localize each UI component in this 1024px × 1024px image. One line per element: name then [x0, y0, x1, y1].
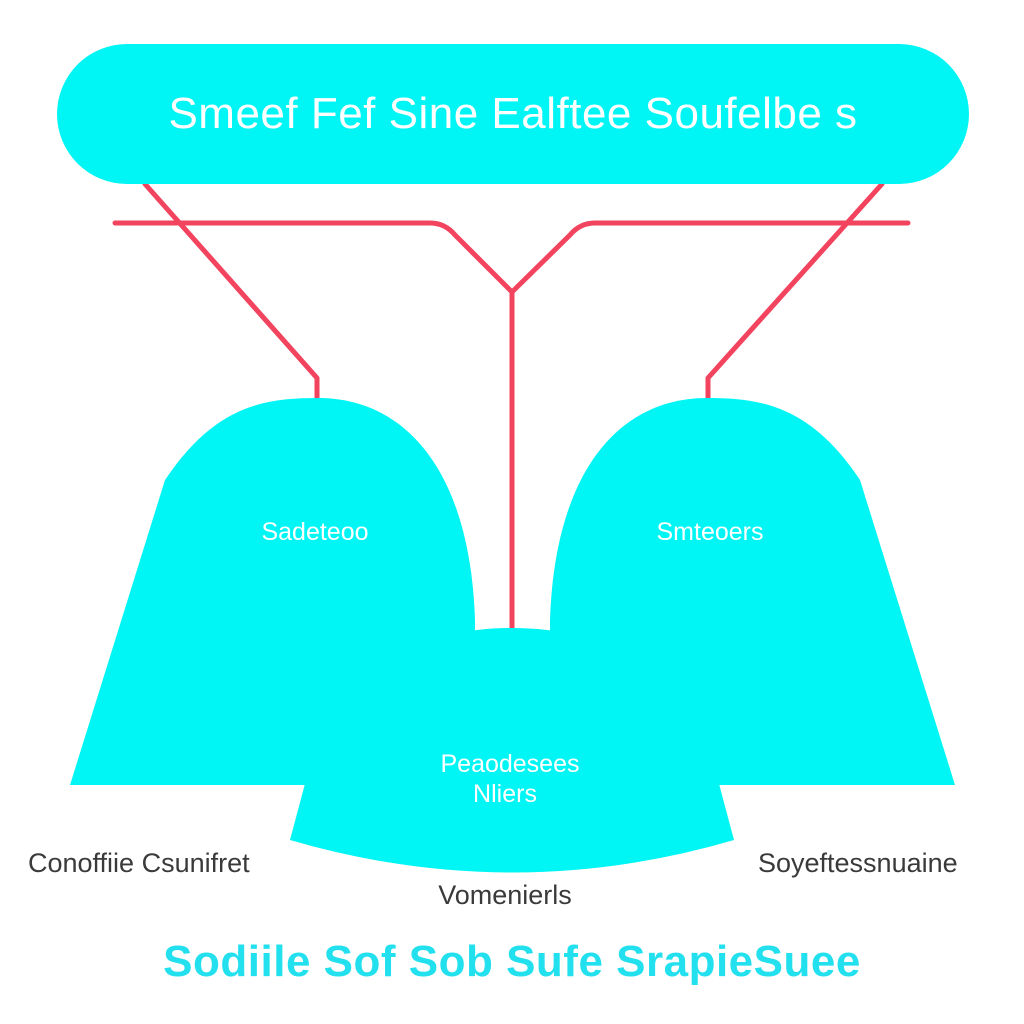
diagram-title: Smeef Fef Sine Ealftee Soufelbe s [168, 89, 858, 138]
right-diagonal-connector [705, 181, 885, 403]
right-caption: Soyeftessnuaine [758, 848, 958, 878]
left-caption: Conoffiie Csunifret [28, 848, 250, 878]
right-node-label: Smteoers [656, 518, 764, 546]
left-diagonal-connector [142, 181, 320, 403]
footer-text: Sodiile Sof Sob Sufe SrapieSuee [163, 937, 861, 986]
bottom-center-shape [290, 628, 734, 873]
bottom-node-label-line2: Nliers [473, 780, 537, 808]
left-node-label: Sadeteoo [261, 518, 369, 546]
bottom-node-label-line1: Peaodesees [440, 750, 580, 778]
title-pill-shape [57, 44, 969, 184]
center-caption: Vomenierls [438, 880, 572, 910]
